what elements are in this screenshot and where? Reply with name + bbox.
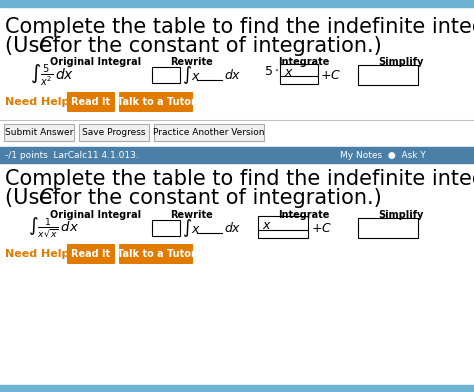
Text: Talk to a Tutor: Talk to a Tutor (117, 97, 195, 107)
Text: Original Integral: Original Integral (50, 57, 141, 67)
Text: Rewrite: Rewrite (170, 57, 213, 67)
Text: $x$: $x$ (284, 65, 294, 78)
Text: Complete the table to find the indefinite integral.: Complete the table to find the indefinit… (5, 169, 474, 189)
FancyBboxPatch shape (4, 124, 74, 141)
Text: $\int \frac{5}{x^2}\,dx$: $\int \frac{5}{x^2}\,dx$ (30, 62, 74, 88)
Text: for the constant of integration.): for the constant of integration.) (46, 36, 382, 56)
FancyBboxPatch shape (67, 92, 115, 112)
FancyBboxPatch shape (358, 218, 418, 238)
Text: $\int \frac{1}{x\sqrt{x}}\,dx$: $\int \frac{1}{x\sqrt{x}}\,dx$ (28, 216, 79, 240)
Text: Read It: Read It (72, 97, 110, 107)
Text: Practice Another Version: Practice Another Version (153, 127, 265, 136)
FancyBboxPatch shape (154, 124, 264, 141)
Text: Complete the table to find the indefinite integral.: Complete the table to find the indefinit… (5, 17, 474, 37)
Text: Original Integral: Original Integral (50, 210, 141, 220)
Text: Need Help?: Need Help? (5, 249, 76, 259)
Bar (0, 147, 474, 163)
FancyBboxPatch shape (119, 92, 193, 112)
Text: $\int x$: $\int x$ (182, 64, 201, 86)
Bar (0, 385, 474, 392)
Text: (Use: (Use (5, 36, 59, 56)
Text: $+ C$: $+ C$ (311, 221, 332, 234)
Text: $\int x$: $\int x$ (182, 217, 201, 239)
Text: $5 \cdot$: $5 \cdot$ (264, 65, 279, 78)
Text: for the constant of integration.): for the constant of integration.) (46, 188, 382, 208)
Text: Integrate: Integrate (278, 57, 329, 67)
Text: Read It: Read It (72, 249, 110, 259)
Text: Submit Answer: Submit Answer (5, 127, 73, 136)
Text: My Notes  ●  Ask Y: My Notes ● Ask Y (340, 151, 426, 160)
Text: Simplify: Simplify (378, 210, 423, 220)
FancyBboxPatch shape (152, 67, 180, 83)
Text: Integrate: Integrate (278, 210, 329, 220)
Text: Save Progress: Save Progress (82, 127, 146, 136)
Text: Talk to a Tutor: Talk to a Tutor (117, 249, 195, 259)
FancyBboxPatch shape (280, 64, 318, 84)
FancyBboxPatch shape (79, 124, 149, 141)
Text: $+ C$: $+ C$ (320, 69, 341, 82)
Text: C: C (38, 188, 53, 208)
Text: -/1 points  LarCalc11 4.1.013.: -/1 points LarCalc11 4.1.013. (5, 151, 139, 160)
FancyBboxPatch shape (358, 65, 418, 85)
Text: (Use: (Use (5, 188, 59, 208)
Text: Need Help?: Need Help? (5, 97, 76, 107)
Text: $dx$: $dx$ (224, 221, 241, 235)
FancyBboxPatch shape (119, 244, 193, 264)
FancyBboxPatch shape (67, 244, 115, 264)
Text: C: C (38, 36, 53, 56)
Text: Simplify: Simplify (378, 57, 423, 67)
Bar (0, 0, 474, 7)
FancyBboxPatch shape (258, 216, 308, 238)
FancyBboxPatch shape (152, 220, 180, 236)
Text: Rewrite: Rewrite (170, 210, 213, 220)
Text: $dx$: $dx$ (224, 68, 241, 82)
Text: $x$: $x$ (262, 218, 272, 232)
